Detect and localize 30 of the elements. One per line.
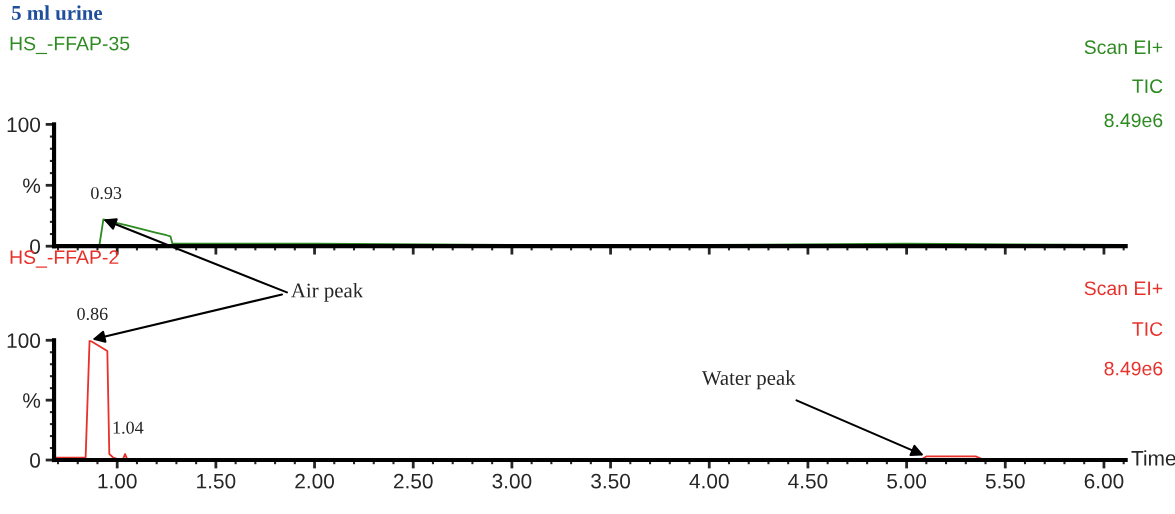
text: TIC — [1132, 322, 1163, 336]
text: HS_-FFAP-35 — [10, 36, 130, 55]
x-tick-label: 3.00 — [492, 473, 532, 489]
annotation: 8.49e6 — [1104, 361, 1163, 376]
text: Scan EI+ — [1084, 40, 1163, 55]
annotation: Water peak — [701, 370, 796, 390]
y-tick-label: 0 — [30, 453, 41, 468]
x-tick-label: 4.50 — [788, 473, 828, 489]
y-tick-label: 100 — [7, 117, 41, 133]
x-tick-label: 1.50 — [197, 473, 236, 489]
y-tick-label: 100 — [7, 333, 41, 349]
text: Scan EI+ — [1084, 281, 1163, 296]
x-tick-label: 3.50 — [591, 473, 631, 489]
x-tick-label: 1.00 — [98, 473, 137, 489]
x-tick-label: 2.50 — [394, 473, 433, 489]
annotation: Air peak — [291, 282, 364, 302]
y-tick-label: % — [23, 178, 41, 193]
annotation: 8.49e6 — [1104, 113, 1163, 128]
y-tick-label: % — [23, 393, 41, 408]
x-tick-label: 4.00 — [689, 473, 729, 489]
x-axis-title: Time — [1131, 450, 1175, 466]
annotation: 1.04 — [113, 421, 144, 434]
x-tick-label: 2.00 — [295, 473, 335, 489]
x-tick-label: 6.00 — [1084, 473, 1124, 489]
annotation: 0.93 — [91, 186, 122, 200]
x-tick-label: 5.00 — [887, 473, 927, 489]
text: TIC — [1132, 79, 1163, 94]
chart-title: 5 ml urine — [12, 5, 103, 21]
x-tick-label: 5.50 — [985, 473, 1025, 489]
annotation: 0.86 — [77, 307, 108, 321]
